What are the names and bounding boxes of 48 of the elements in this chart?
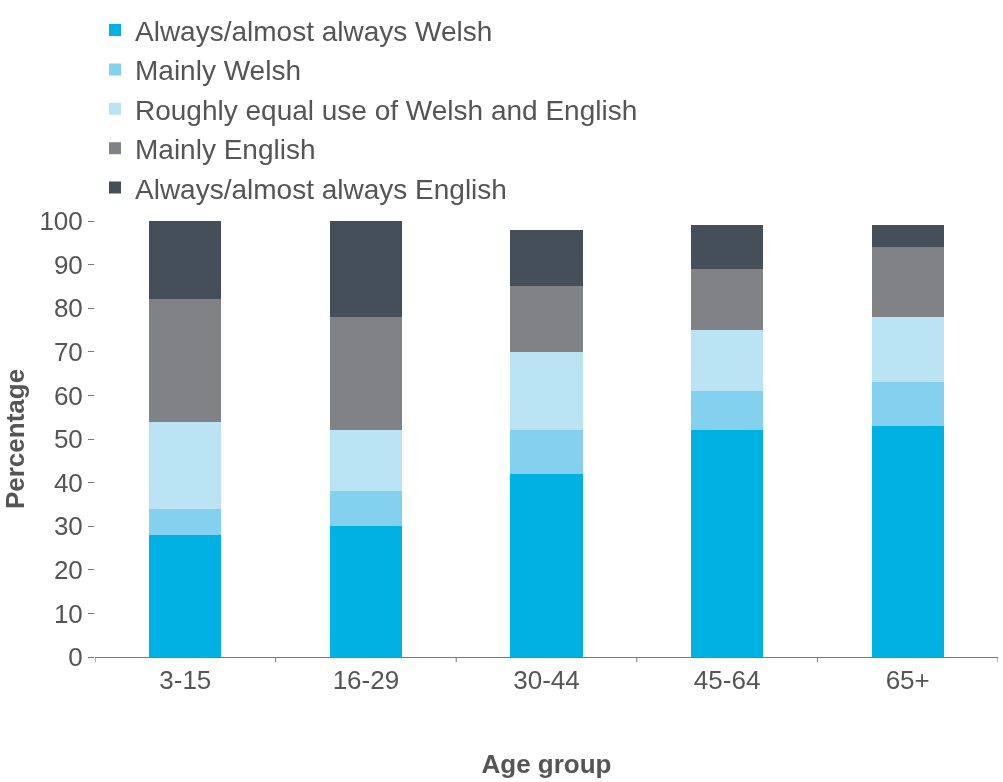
bar xyxy=(871,382,944,426)
bar xyxy=(510,286,583,352)
x-tick-label: 16-29 xyxy=(332,665,400,696)
bar xyxy=(871,316,944,383)
legend-label: Mainly English xyxy=(135,134,316,166)
y-tick-label: 100 xyxy=(39,206,83,237)
bar xyxy=(149,221,222,300)
bar xyxy=(149,421,222,509)
bar xyxy=(690,391,764,431)
x-tick-label: 30-44 xyxy=(513,665,580,696)
y-tick-label: 60 xyxy=(53,380,83,411)
y-tick-label: 10 xyxy=(53,598,83,629)
legend-label: Always/almost always Welsh xyxy=(135,15,493,47)
bar xyxy=(149,299,222,422)
y-tick-label: 80 xyxy=(53,293,83,324)
y-tick-label: 50 xyxy=(53,424,83,455)
bar xyxy=(871,247,944,317)
y-tick-label: 70 xyxy=(53,336,83,367)
legend-label: Mainly Welsh xyxy=(135,55,301,87)
bar xyxy=(510,351,583,431)
y-tick-label: 90 xyxy=(53,249,83,280)
y-tick-label: 0 xyxy=(68,642,83,673)
bar xyxy=(690,430,764,657)
bar xyxy=(690,330,764,392)
bar xyxy=(149,508,222,535)
bar xyxy=(149,534,222,657)
bar xyxy=(690,268,764,330)
bar xyxy=(329,221,403,317)
bar xyxy=(329,526,403,657)
legend-label: Roughly equal use of Welsh and English xyxy=(135,94,638,126)
legend-label: Always/almost always English xyxy=(135,173,507,205)
bar xyxy=(329,316,403,431)
x-tick-label: 45-64 xyxy=(693,665,761,696)
bar xyxy=(510,229,583,287)
bar xyxy=(329,491,403,527)
y-axis-title: Percentage xyxy=(0,368,30,510)
x-tick-label: 3-15 xyxy=(159,665,212,696)
bar xyxy=(510,473,583,657)
x-tick-label: 65+ xyxy=(885,665,930,696)
bar xyxy=(329,430,403,492)
bar xyxy=(871,225,944,248)
bar xyxy=(871,425,944,657)
y-tick-label: 40 xyxy=(53,467,83,498)
y-tick-label: 20 xyxy=(53,554,83,585)
bar xyxy=(690,225,764,269)
x-axis-title: Age group xyxy=(481,748,612,779)
y-tick-label: 30 xyxy=(53,511,83,542)
bar xyxy=(510,430,583,474)
